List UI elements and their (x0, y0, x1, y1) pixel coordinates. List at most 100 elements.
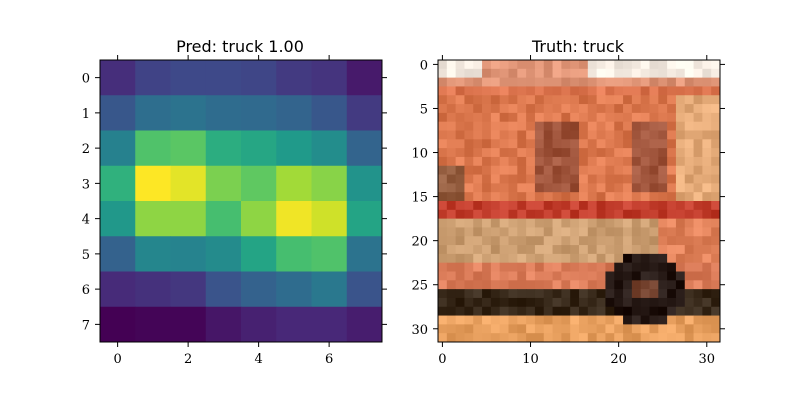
photo-pixel (614, 112, 624, 123)
photo-pixel (693, 183, 703, 193)
photo-pixel (490, 245, 501, 255)
photo-pixel (508, 192, 518, 202)
photo-pixel (534, 165, 545, 175)
photo-pixel (499, 209, 509, 220)
photo-pixel (579, 315, 589, 325)
photo-pixel (517, 68, 527, 79)
photo-pixel (438, 174, 448, 184)
photo-pixel (614, 253, 624, 264)
photo-pixel (693, 262, 703, 272)
photo-pixel (446, 156, 457, 167)
photo-pixel (579, 262, 589, 272)
photo-pixel (446, 130, 457, 140)
photo-pixel (702, 192, 712, 202)
photo-pixel (517, 218, 527, 228)
photo-pixel (614, 289, 624, 299)
photo-pixel (596, 130, 606, 140)
photo-pixel (543, 156, 553, 167)
photo-pixel (455, 201, 465, 211)
photo-pixel (596, 289, 606, 299)
photo-pixel (684, 139, 694, 149)
photo-pixel (508, 130, 518, 140)
photo-pixel (534, 209, 545, 220)
photo-pixel (614, 271, 624, 281)
photo-pixel (543, 95, 553, 105)
photo-pixel (446, 192, 457, 202)
photo-pixel (684, 77, 694, 87)
photo-pixel (473, 104, 483, 114)
photo-pixel (534, 130, 545, 140)
photo-pixel (605, 315, 615, 325)
photo-pixel (711, 245, 721, 255)
photo-pixel (711, 68, 721, 79)
photo-pixel (702, 209, 712, 220)
photo-pixel (675, 227, 686, 237)
photo-pixel (552, 271, 562, 281)
photo-pixel (526, 262, 536, 272)
photo-pixel (446, 333, 457, 343)
photo-pixel (693, 209, 703, 220)
photo-pixel (526, 297, 536, 308)
photo-pixel (561, 245, 571, 255)
photo-pixel (605, 156, 615, 167)
photo-pixel (658, 95, 668, 105)
photo-pixel (693, 165, 703, 175)
photo-pixel (605, 324, 615, 334)
photo-pixel (526, 156, 536, 167)
photo-pixel (579, 271, 589, 281)
photo-pixel (446, 183, 457, 193)
photo-pixel (658, 333, 668, 343)
photo-pixel (526, 165, 536, 175)
photo-pixel (684, 280, 694, 290)
photo-pixel (490, 306, 501, 316)
photo-pixel (649, 297, 659, 308)
heatmap-cell (276, 236, 312, 272)
photo-pixel (517, 262, 527, 272)
photo-pixel (675, 262, 686, 272)
photo-pixel (684, 156, 694, 167)
photo-pixel (534, 192, 545, 202)
photo-pixel (561, 86, 571, 96)
photo-pixel (482, 227, 492, 237)
photo-pixel (649, 333, 659, 343)
photo-pixel (623, 289, 633, 299)
photo-pixel (561, 315, 571, 325)
photo-pixel (526, 236, 536, 246)
photo-pixel (490, 156, 501, 167)
photo-pixel (570, 192, 580, 202)
photo-pixel (455, 209, 465, 220)
heatmap-cell (311, 271, 348, 308)
photo-pixel (552, 139, 562, 149)
photo-pixel (534, 306, 545, 316)
photo-pixel (561, 262, 571, 272)
photo-pixel (561, 112, 571, 123)
photo-pixel (438, 306, 448, 316)
photo-pixel (711, 262, 721, 272)
photo-pixel (579, 121, 589, 131)
photo-pixel (508, 104, 518, 114)
photo-pixel (534, 315, 545, 325)
photo-pixel (517, 227, 527, 237)
photo-pixel (623, 95, 633, 105)
photo-pixel (517, 165, 527, 175)
photo-pixel (631, 271, 642, 281)
photo-pixel (693, 68, 703, 79)
photo-pixel (649, 174, 659, 184)
photo-pixel (543, 112, 553, 123)
photo-pixel (455, 156, 465, 167)
photo-pixel (552, 297, 562, 308)
photo-pixel (658, 245, 668, 255)
photo-pixel (508, 227, 518, 237)
photo-pixel (614, 324, 624, 334)
heatmap-cell (346, 271, 383, 308)
photo-pixel (526, 245, 536, 255)
photo-pixel (596, 209, 606, 220)
photo-pixel (464, 324, 474, 334)
photo-pixel (667, 201, 677, 211)
photo-pixel (508, 245, 518, 255)
heatmap-cell (135, 271, 171, 308)
photo-pixel (570, 280, 580, 290)
photo-pixel (534, 227, 545, 237)
photo-pixel (490, 253, 501, 264)
photo-pixel (711, 95, 721, 105)
